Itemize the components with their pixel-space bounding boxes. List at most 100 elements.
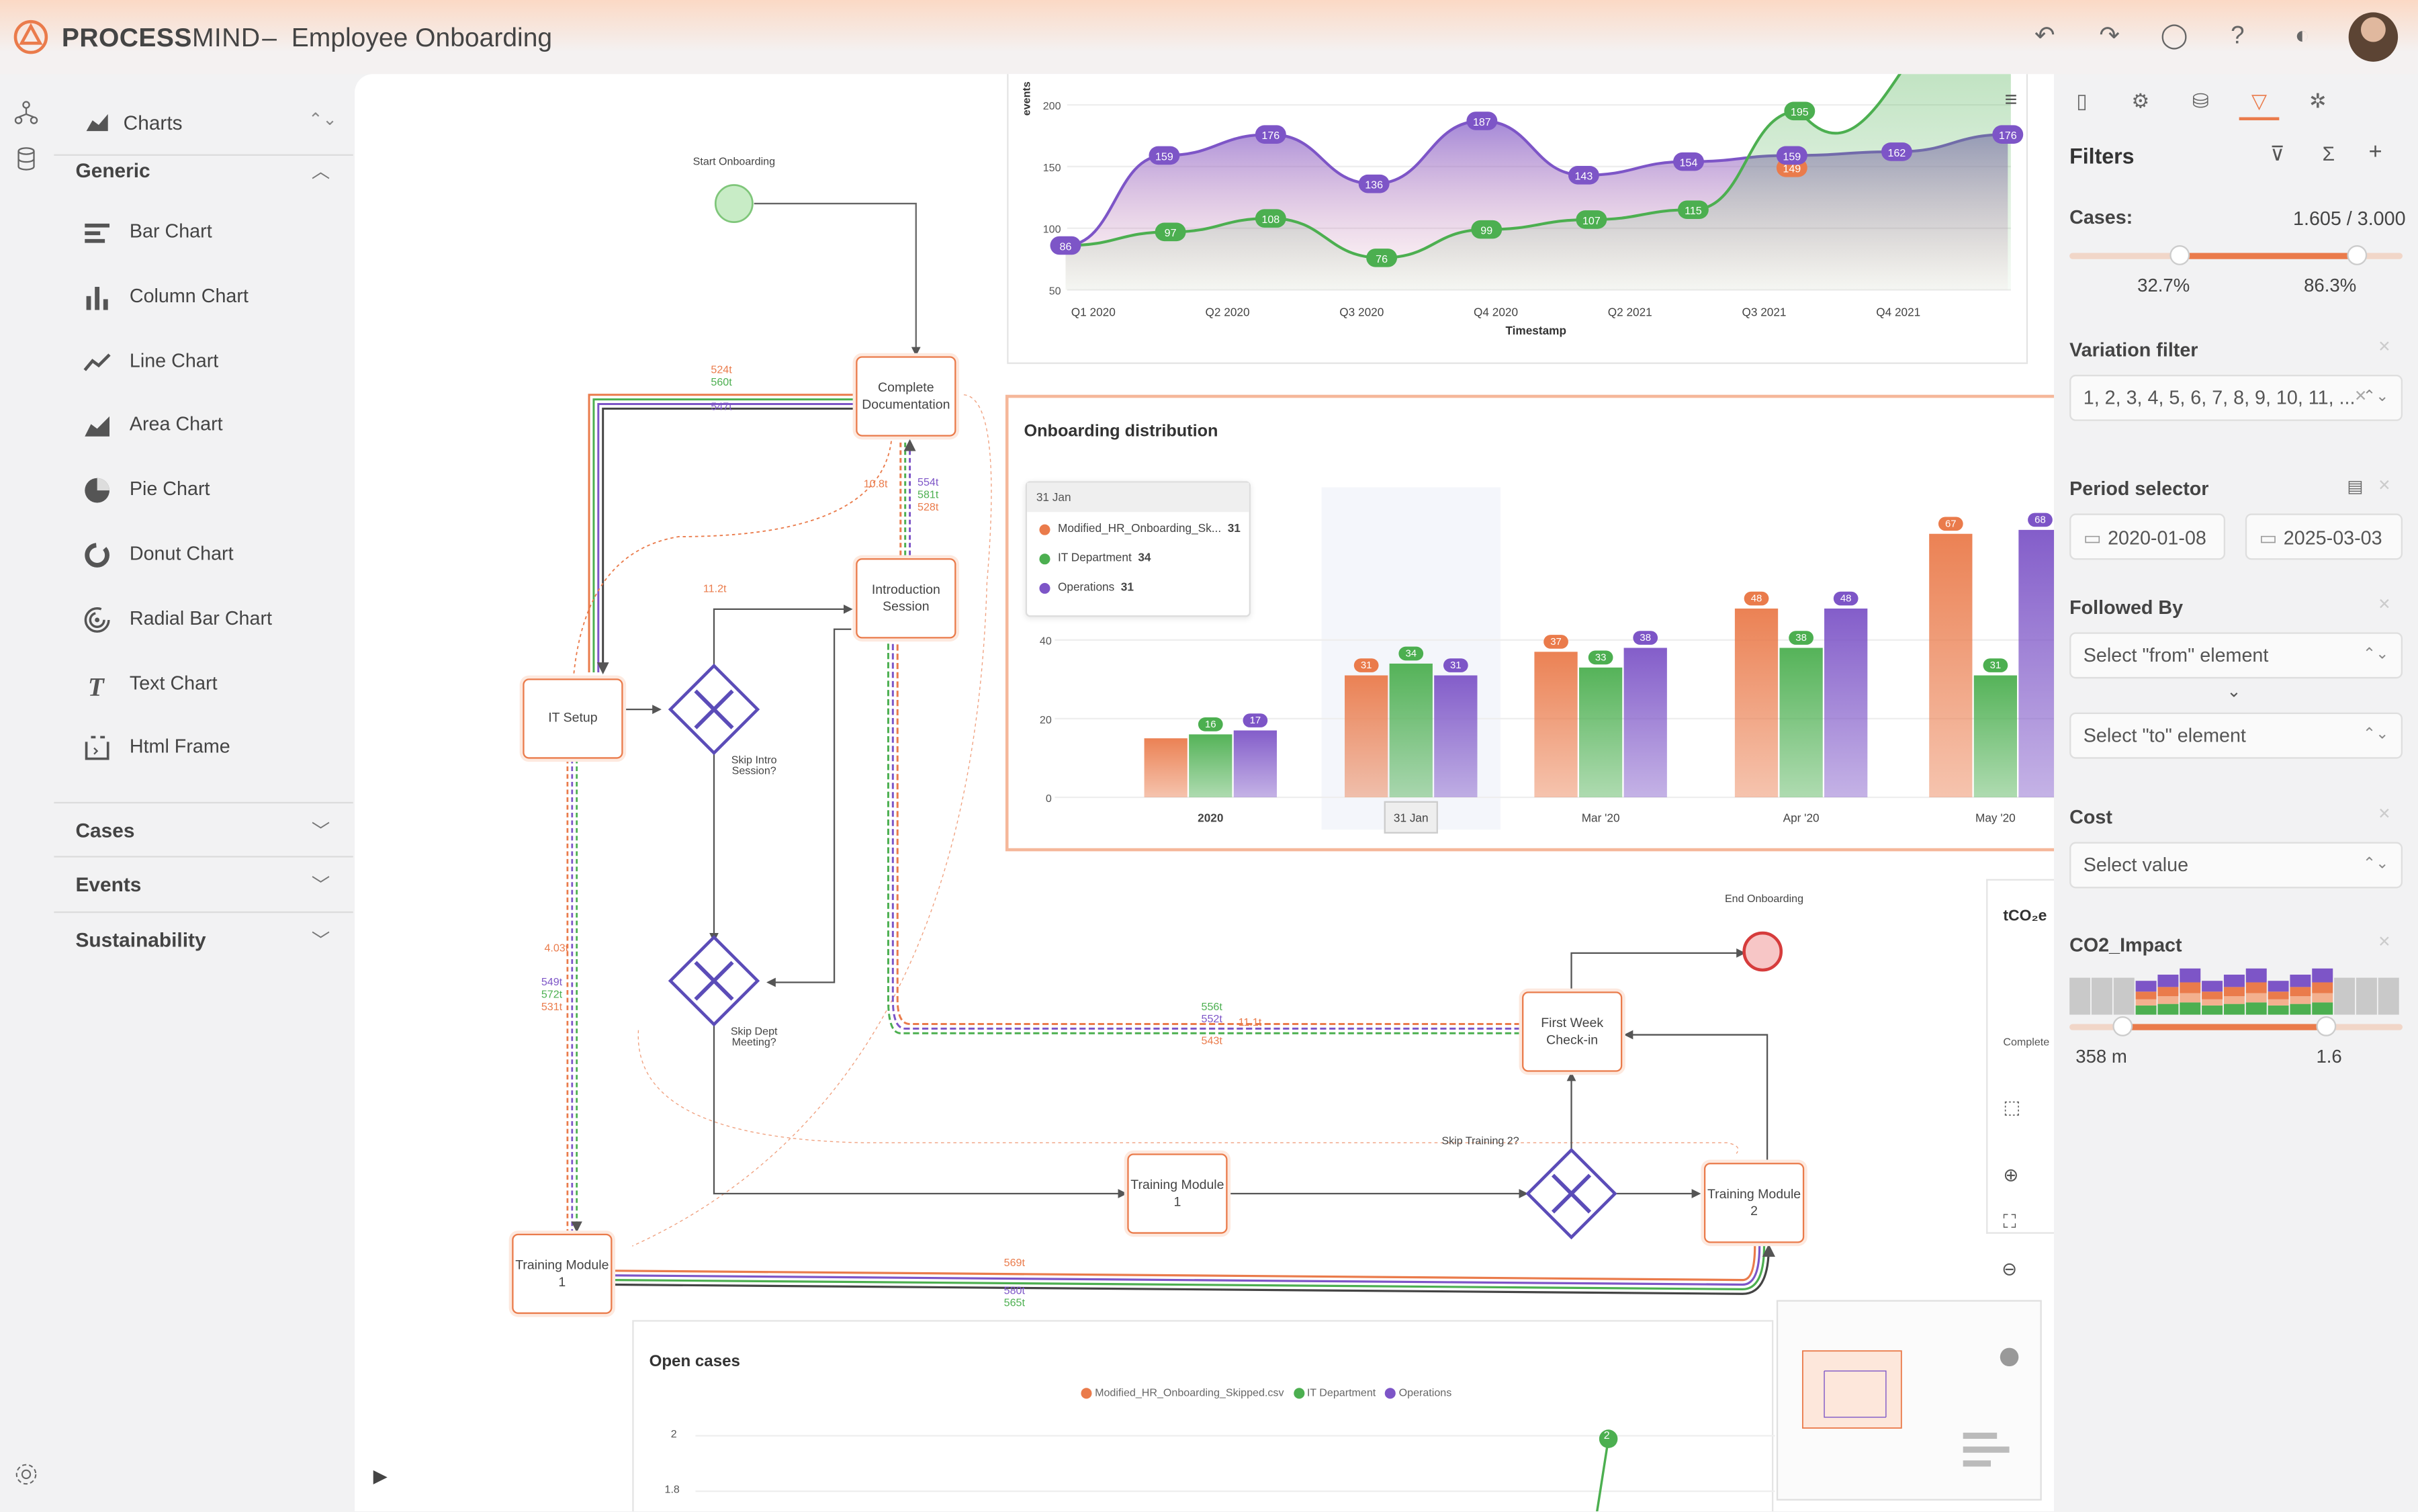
sidebar-item-html-frame[interactable]: Html Frame — [54, 716, 353, 778]
tooltip-row: Operations 31 — [1027, 570, 1249, 600]
group-generic[interactable]: Generic ︿ — [54, 144, 353, 199]
sidebar-item-area-chart[interactable]: Area Chart — [54, 394, 353, 455]
menu-icon[interactable]: ≡ — [2004, 86, 2018, 112]
theme-icon[interactable]: ◐ — [2294, 23, 2310, 50]
remove-cost-icon[interactable]: ✕ — [2378, 806, 2391, 824]
tab-filter-icon[interactable]: ▽ — [2239, 83, 2280, 121]
process-map[interactable] — [355, 74, 2054, 1511]
undo-icon[interactable]: ↶ — [2034, 23, 2055, 50]
sidebar-item-column-chart[interactable]: Column Chart — [54, 265, 353, 326]
node-introduction-session[interactable]: Introduction Session — [856, 558, 956, 639]
help-icon[interactable]: ? — [2231, 23, 2245, 50]
play-icon[interactable]: ▶ — [373, 1465, 388, 1487]
bar[interactable] — [1824, 608, 1868, 797]
gateway-skip-training[interactable] — [1525, 1147, 1617, 1240]
select-area-icon[interactable]: ⬚ — [2003, 1096, 2021, 1118]
data-label: 76 — [1376, 253, 1388, 265]
bar[interactable] — [2018, 529, 2055, 797]
node-training-module-1-left[interactable]: Training Module 1 — [512, 1233, 613, 1315]
histogram-bar — [2113, 977, 2135, 1015]
sidebar-item-radial-bar-chart[interactable]: Radial Bar Chart — [54, 587, 353, 649]
edge — [573, 441, 892, 676]
add-filter-icon[interactable]: + — [2368, 138, 2382, 165]
dashboard-canvas[interactable]: Start Onboarding End Onboarding Complete… — [355, 74, 2055, 1511]
bar[interactable] — [1579, 667, 1623, 797]
bar[interactable] — [1623, 648, 1667, 797]
sum-icon[interactable]: Σ — [2322, 142, 2335, 165]
cost-select[interactable]: Select value ⌃⌄ — [2069, 842, 2403, 889]
node-complete-documentation[interactable]: Complete Documentation — [856, 356, 956, 437]
variation-filter-select[interactable]: 1, 2, 3, 4, 5, 6, 7, 8, 9, 10, 11, ... ✕ ⌃… — [2069, 374, 2403, 421]
zoom-in-icon[interactable]: ⊕ — [2003, 1164, 2019, 1186]
redo-icon[interactable]: ↷ — [2099, 23, 2120, 50]
bar[interactable] — [1389, 663, 1433, 797]
node-training-module-2[interactable]: Training Module 2 — [1703, 1163, 1805, 1243]
sidebar-item-pie-chart[interactable]: Pie Chart — [54, 458, 353, 520]
remove-period-icon[interactable]: ✕ — [2378, 478, 2391, 495]
fit-view-icon[interactable]: ⛶ — [2003, 1210, 2016, 1233]
series-dot — [1039, 523, 1050, 535]
tab-data-icon[interactable]: ⛁ — [2192, 89, 2209, 113]
bar-value-label: 31 — [1990, 660, 2002, 671]
end-event[interactable] — [1742, 931, 1783, 972]
tooltip-series-value: 31 — [1120, 580, 1134, 594]
calendar-toggle-icon[interactable]: ▤ — [2347, 478, 2364, 497]
bar[interactable] — [1345, 675, 1388, 797]
comment-icon[interactable]: ◯ — [2160, 23, 2188, 50]
gateway-skip-dept[interactable] — [668, 935, 760, 1027]
area-chart-card[interactable]: 200 150 100 50 events Q1 2020 Q2 2020 Q3 2020 Q4… — [1007, 74, 2028, 364]
bar[interactable] — [1233, 730, 1278, 797]
database-icon[interactable] — [12, 145, 40, 173]
tab-settings-icon[interactable]: ⚙ — [2131, 89, 2150, 113]
node-first-week-checkin[interactable]: First Week Check-in — [1522, 991, 1623, 1072]
bar[interactable] — [1973, 675, 2018, 797]
node-training-module-1[interactable]: Training Module 1 — [1127, 1153, 1228, 1234]
sidebar-item-line-chart[interactable]: Line Chart — [54, 329, 353, 391]
bar[interactable] — [1929, 533, 1973, 797]
bar-chart-card[interactable]: Onboarding distribution 40 20 0 16 17 2020 31 3… — [1005, 394, 2055, 852]
clear-filters-icon[interactable]: ⊽ — [2270, 142, 2285, 165]
gateway-skip-intro[interactable] — [668, 663, 760, 756]
period-to-input[interactable]: ▭ 2025-03-03 — [2245, 513, 2403, 560]
co2-slider[interactable] — [2069, 1016, 2403, 1036]
open-cases-card[interactable]: Open cases Modified_HR_Onboarding_Skippe… — [632, 1320, 1775, 1511]
bar[interactable] — [1144, 738, 1188, 797]
open-cases-chart — [695, 1429, 1775, 1511]
edge — [637, 1030, 1739, 1154]
from-element-select[interactable]: Select "from" element ⌃⌄ — [2069, 632, 2403, 679]
settings-icon[interactable] — [12, 1462, 40, 1490]
remove-followed-icon[interactable]: ✕ — [2378, 596, 2391, 614]
group-sustainability[interactable]: Sustainability ﹀ — [54, 913, 353, 969]
process-map-icon[interactable] — [12, 99, 40, 126]
node-it-setup[interactable]: IT Setup — [523, 678, 623, 759]
slider-handle-high[interactable] — [2347, 245, 2368, 265]
co2-card[interactable]: tCO₂e Complete ⬚ ⊕ ⛶ — [1986, 879, 2055, 1234]
slider-handle-low[interactable] — [2112, 1016, 2133, 1036]
sidebar-item-text-chart[interactable]: T Text Chart — [54, 652, 353, 713]
clear-icon[interactable]: ✕ — [2354, 388, 2368, 406]
remove-co2-icon[interactable]: ✕ — [2378, 934, 2391, 952]
tab-ai-icon[interactable]: ✲ — [2309, 89, 2327, 113]
zoom-out-icon[interactable]: ⊖ — [2002, 1258, 2018, 1280]
tab-document-icon[interactable]: ▯ — [2076, 89, 2088, 113]
slider-handle-high[interactable] — [2316, 1016, 2337, 1036]
slider-handle-low[interactable] — [2169, 245, 2190, 265]
start-event[interactable] — [714, 184, 754, 223]
sidebar-item-bar-chart[interactable]: Bar Chart — [54, 200, 353, 262]
remove-variation-icon[interactable]: ✕ — [2378, 339, 2391, 357]
group-events[interactable]: Events ﹀ — [54, 858, 353, 914]
cases-slider[interactable] — [2069, 245, 2403, 265]
to-element-select[interactable]: Select "to" element ⌃⌄ — [2069, 712, 2403, 759]
bar[interactable] — [1189, 734, 1233, 797]
bar[interactable] — [1534, 652, 1578, 797]
period-from-input[interactable]: ▭ 2020-01-08 — [2069, 513, 2225, 560]
bar[interactable] — [1434, 675, 1478, 797]
bar[interactable] — [1734, 608, 1779, 797]
avatar[interactable] — [2348, 12, 2399, 62]
group-cases[interactable]: Cases ﹀ — [54, 801, 353, 858]
sidebar-selector[interactable]: Charts ⌃⌄ — [54, 88, 353, 156]
edge — [596, 407, 854, 674]
bar[interactable] — [1779, 648, 1823, 797]
sidebar-item-donut-chart[interactable]: Donut Chart — [54, 523, 353, 584]
minimap[interactable] — [1776, 1300, 2042, 1501]
